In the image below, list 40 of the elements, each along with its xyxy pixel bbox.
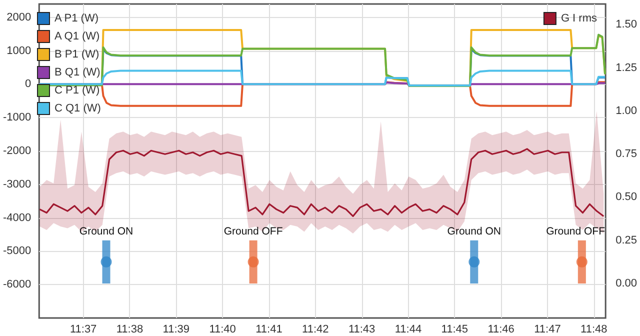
y-tick-label: -1000 bbox=[2, 112, 32, 124]
x-tick-label: 11:47 bbox=[534, 324, 561, 336]
y-tick-label: -6000 bbox=[2, 278, 32, 291]
x-tick-label: 11:46 bbox=[488, 324, 514, 336]
legend-label: A Q1 (W) bbox=[54, 30, 100, 42]
legend-label: B Q1 (W) bbox=[54, 66, 100, 78]
x-tick-label: 11:42 bbox=[302, 324, 329, 336]
y-tick-label: 2000 bbox=[6, 11, 32, 24]
x-tick-label: 11:40 bbox=[209, 324, 236, 336]
x-tick-label: 11:44 bbox=[394, 324, 422, 336]
y-tick-label: -5000 bbox=[2, 245, 32, 258]
y2-tick-label: 0.50 bbox=[616, 191, 638, 204]
x-tick-label: 11:38 bbox=[116, 324, 144, 336]
y-tick-label: 0 bbox=[25, 78, 32, 90]
y2-tick-label: 1.00 bbox=[616, 104, 638, 117]
x-tick-label: 11:39 bbox=[162, 324, 190, 336]
x-tick-label: 11:41 bbox=[256, 324, 282, 336]
y-tick-label: 1000 bbox=[6, 44, 32, 57]
annotation: Ground OFF bbox=[224, 225, 283, 238]
annotation: Ground ON bbox=[447, 225, 501, 238]
x-tick-label: 11:37 bbox=[70, 324, 97, 336]
y2-tick-label: 0.25 bbox=[616, 234, 638, 246]
line-series bbox=[38, 148, 604, 218]
annotation: Ground OFF bbox=[546, 225, 605, 238]
y-tick-label: -4000 bbox=[2, 212, 32, 224]
legend-label: C P1 (W) bbox=[54, 84, 100, 96]
y2-tick-label: 1.25 bbox=[616, 62, 638, 74]
x-tick-label: 11:48 bbox=[580, 324, 608, 336]
legend-label: A P1 (W) bbox=[54, 12, 99, 24]
x-tick-label: 11:43 bbox=[348, 324, 376, 336]
annotation: Ground ON bbox=[79, 225, 134, 238]
x-tick-label: 11:45 bbox=[441, 324, 468, 336]
y2-tick-label: 0.00 bbox=[616, 277, 638, 290]
y2-tick-label: 1.50 bbox=[616, 18, 638, 31]
legend-label: C Q1 (W) bbox=[54, 102, 101, 114]
y-tick-label: -2000 bbox=[2, 144, 32, 157]
y2-tick-label: 0.75 bbox=[616, 148, 638, 160]
legend-label: G I rms bbox=[560, 12, 598, 24]
legend-label: B P1 (W) bbox=[54, 48, 100, 60]
y-tick-label: -3000 bbox=[2, 178, 32, 190]
